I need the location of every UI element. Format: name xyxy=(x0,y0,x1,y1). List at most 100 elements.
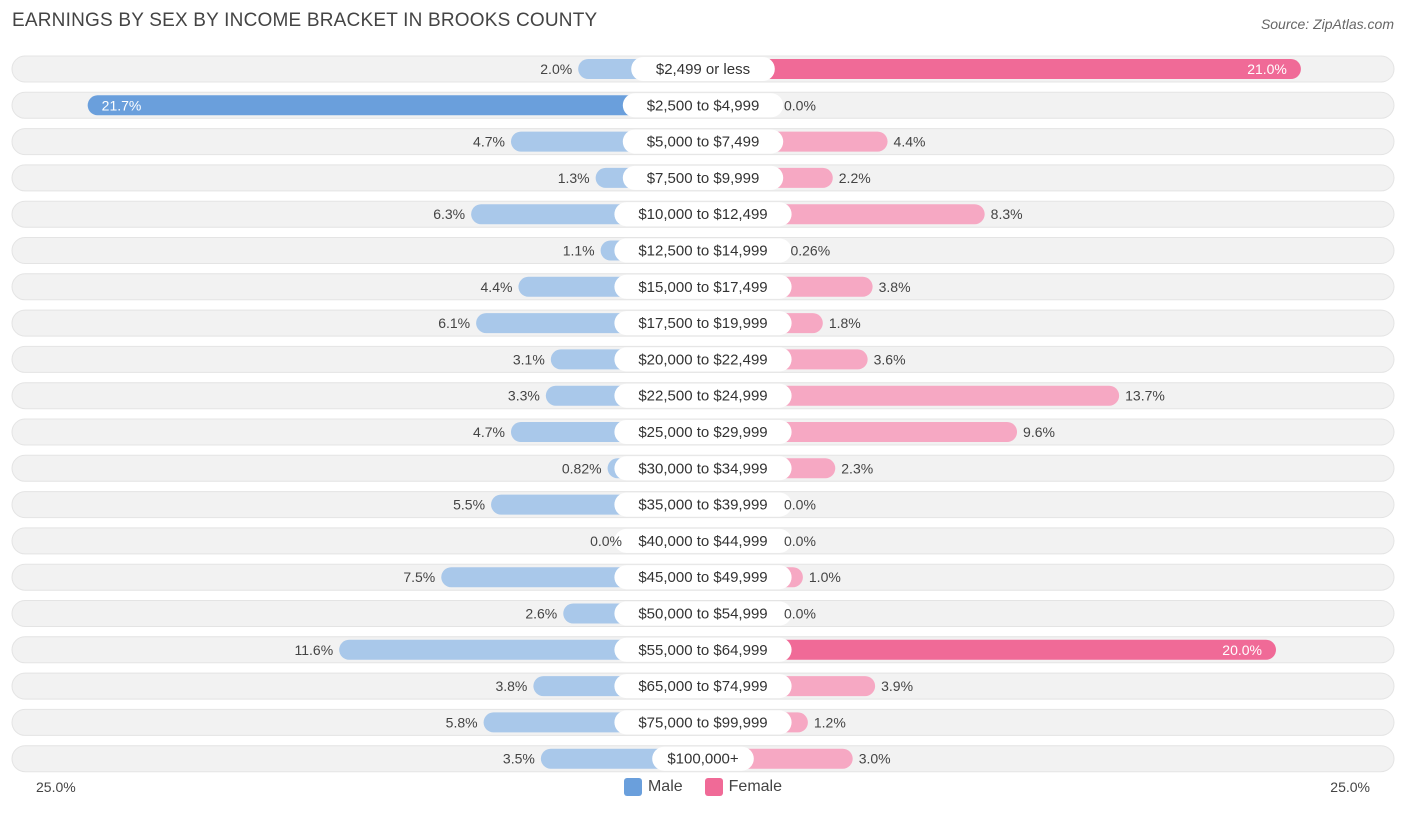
category-label: $55,000 to $64,999 xyxy=(638,642,767,659)
male-value-label: 6.3% xyxy=(433,206,465,222)
category-label-pill xyxy=(614,601,792,626)
legend-item-female[interactable]: Female xyxy=(704,778,783,796)
male-value-label: 4.4% xyxy=(481,279,513,295)
chart-row: $35,000 to $39,999 5.5% 0.0% xyxy=(11,491,1395,519)
male-bar xyxy=(87,95,704,116)
chart-row: $75,000 to $99,999 5.8% 1.2% xyxy=(11,708,1395,736)
female-bar xyxy=(703,385,1120,406)
category-label: $35,000 to $39,999 xyxy=(638,497,767,514)
chart-row: $100,000+ 3.5% 3.0% xyxy=(11,745,1395,773)
female-value-label: 0.0% xyxy=(784,606,816,622)
male-value-label: 2.0% xyxy=(540,61,572,77)
female-value-label: 0.0% xyxy=(784,533,816,549)
category-label-pill xyxy=(614,637,792,662)
chart-row: $2,499 or less 2.0% 21.0% xyxy=(11,55,1395,83)
female-value-label: 1.8% xyxy=(829,315,861,331)
female-value-label: 0.0% xyxy=(784,497,816,513)
chart-row: $55,000 to $64,999 11.6% 20.0% xyxy=(11,636,1395,664)
chart-row: $30,000 to $34,999 0.82% 2.3% xyxy=(11,454,1395,482)
female-value-label: 21.0% xyxy=(1247,61,1287,77)
male-value-label: 0.0% xyxy=(590,533,622,549)
chart-row: $15,000 to $17,499 4.4% 3.8% xyxy=(11,273,1395,301)
category-label-pill xyxy=(614,674,792,699)
male-value-label: 21.7% xyxy=(102,97,142,113)
category-label: $75,000 to $99,999 xyxy=(638,714,767,731)
category-label: $30,000 to $34,999 xyxy=(638,460,767,477)
male-value-label: 1.1% xyxy=(563,243,595,259)
male-value-label: 2.6% xyxy=(525,606,557,622)
female-value-label: 20.0% xyxy=(1222,642,1262,658)
category-label: $7,500 to $9,999 xyxy=(647,170,760,187)
legend-label-male: Male xyxy=(647,778,683,795)
male-value-label: 1.3% xyxy=(558,170,590,186)
category-label: $2,500 to $4,999 xyxy=(647,97,760,114)
category-label-pill xyxy=(614,565,792,590)
category-label: $40,000 to $44,999 xyxy=(638,533,767,550)
legend-label-female: Female xyxy=(728,778,783,795)
category-label: $50,000 to $54,999 xyxy=(638,606,767,623)
legend-swatch-female xyxy=(704,778,723,796)
male-value-label: 3.1% xyxy=(513,351,545,367)
male-value-label: 4.7% xyxy=(473,424,505,440)
chart-row: $17,500 to $19,999 6.1% 1.8% xyxy=(11,309,1395,337)
male-value-label: 3.5% xyxy=(503,751,535,767)
chart-row: $20,000 to $22,499 3.1% 3.6% xyxy=(11,345,1395,373)
category-label: $45,000 to $49,999 xyxy=(638,569,767,586)
chart-row: $25,000 to $29,999 4.7% 9.6% xyxy=(11,418,1395,446)
female-value-label: 3.8% xyxy=(879,279,911,295)
category-label-pill xyxy=(614,202,792,227)
chart-row: $2,500 to $4,999 21.7% 0.0% xyxy=(11,91,1395,119)
category-label-pill xyxy=(614,311,792,336)
category-label-pill xyxy=(614,383,792,408)
category-label-pill xyxy=(614,710,792,735)
chart-row: $22,500 to $24,999 3.3% 13.7% xyxy=(11,382,1395,410)
female-value-label: 4.4% xyxy=(894,134,926,150)
legend-item-male[interactable]: Male xyxy=(623,778,683,796)
male-value-label: 0.82% xyxy=(562,460,602,476)
male-value-label: 4.7% xyxy=(473,134,505,150)
category-label: $20,000 to $22,499 xyxy=(638,351,767,368)
category-label-pill xyxy=(631,57,775,81)
chart-row: $45,000 to $49,999 7.5% 1.0% xyxy=(11,563,1395,591)
male-bar xyxy=(339,639,703,660)
female-value-label: 3.9% xyxy=(881,678,913,694)
category-label-pill xyxy=(614,420,792,444)
female-bar xyxy=(703,59,1301,79)
female-value-label: 8.3% xyxy=(991,206,1023,222)
female-value-label: 1.0% xyxy=(809,569,841,585)
category-label: $15,000 to $17,499 xyxy=(638,279,767,296)
axis-left-label: 25.0% xyxy=(36,779,76,795)
axis-right-label: 25.0% xyxy=(1330,779,1370,795)
female-value-label: 9.6% xyxy=(1023,424,1055,440)
category-label: $17,500 to $19,999 xyxy=(638,315,767,332)
legend-swatch-male xyxy=(623,778,642,796)
chart-row: $10,000 to $12,499 6.3% 8.3% xyxy=(11,200,1395,228)
female-value-label: 2.2% xyxy=(839,170,871,186)
chart-row: $5,000 to $7,499 4.7% 4.4% xyxy=(11,128,1395,156)
male-value-label: 6.1% xyxy=(438,315,470,331)
category-label-pill xyxy=(622,165,784,190)
chart-row: $50,000 to $54,999 2.6% 0.0% xyxy=(11,600,1395,627)
chart-row: $40,000 to $44,999 0.0% 0.0% xyxy=(11,527,1395,555)
chart-title: EARNINGS BY SEX BY INCOME BRACKET IN BRO… xyxy=(12,10,598,31)
male-value-label: 11.6% xyxy=(294,642,333,658)
category-label: $2,499 or less xyxy=(656,61,750,78)
category-label: $25,000 to $29,999 xyxy=(638,424,767,441)
male-value-label: 7.5% xyxy=(403,569,435,585)
category-label-pill xyxy=(614,492,792,517)
female-value-label: 3.6% xyxy=(874,351,906,367)
female-bar xyxy=(703,639,1276,660)
male-value-label: 5.8% xyxy=(446,714,478,730)
category-label: $5,000 to $7,499 xyxy=(647,134,760,151)
female-value-label: 1.2% xyxy=(814,714,846,730)
category-label-pill xyxy=(614,274,792,299)
category-label: $100,000+ xyxy=(667,751,739,768)
male-value-label: 3.8% xyxy=(495,678,527,694)
category-label-pill xyxy=(622,93,784,118)
male-value-label: 3.3% xyxy=(508,388,540,404)
male-value-label: 5.5% xyxy=(453,497,485,513)
female-value-label: 13.7% xyxy=(1125,388,1165,404)
category-label-pill xyxy=(614,456,792,481)
legend: Male Female xyxy=(0,778,1406,796)
